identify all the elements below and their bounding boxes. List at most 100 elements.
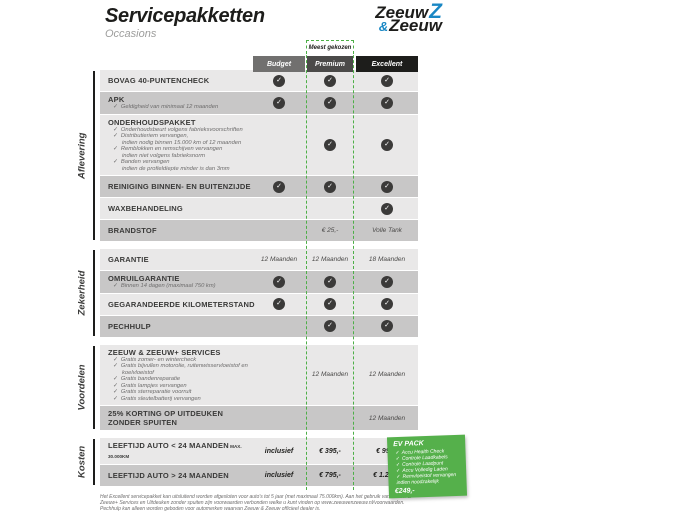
row-cell-premium: € 795,-: [307, 465, 353, 486]
row-cell-premium: ✓: [307, 115, 353, 176]
row-cell-premium: [307, 406, 353, 430]
row-subitem: ✓ Banden vervangen: [113, 159, 170, 165]
row-cell-budget: ✓: [253, 271, 305, 293]
subitem-check-glyph: ✓: [113, 126, 118, 133]
row-cell-excellent: ✓: [356, 70, 418, 91]
cell-value: € 795,-: [319, 472, 341, 479]
row-cell-budget: [253, 316, 305, 337]
cell-value: 12 Maanden: [311, 371, 349, 379]
cell-value: 12 Maanden: [311, 256, 349, 263]
row-cell-excellent: € 1.295,-: [356, 465, 418, 486]
check-icon: ✓: [324, 74, 336, 87]
logo-line-1: ZeeuwZ: [375, 0, 442, 23]
row-subitem: ✓ Gratis sterreparatie voorruit: [113, 389, 192, 395]
row-cell-budget: ✓: [253, 92, 305, 114]
row-cell-premium: 12 Maanden: [307, 345, 353, 406]
logo-ampersand: &: [378, 19, 389, 34]
check-icon: ✓: [381, 298, 393, 310]
check-icon: ✓: [273, 96, 285, 109]
row-cell-budget: [253, 220, 305, 241]
check-icon: ✓: [381, 202, 393, 215]
check-icon: ✓: [273, 275, 285, 288]
row-title: ONDERHOUDSPAKKET: [108, 117, 196, 127]
row-title: ZEEUW & ZEEUW+ SERVICES: [108, 347, 221, 357]
check-icon: ✓: [381, 180, 393, 193]
section-side-label: Kosten: [76, 445, 88, 479]
table-row: 25% KORTING OP UITDEUKEN ZONDER SPUITEN 1…: [100, 406, 418, 430]
section-bracket: [93, 439, 95, 485]
brand-logo: ZeeuwZ &Zeeuw: [330, 0, 442, 35]
row-cell-budget: [253, 198, 305, 219]
row-subitem: ✓ Geldigheid van minimaal 12 maanden: [113, 104, 219, 110]
check-icon: ✓: [324, 180, 336, 193]
row-title-suffix: MAX. 30.000KM: [108, 444, 242, 459]
row-subitem: koelvloeistof: [122, 369, 154, 376]
subitem-check-glyph: ✓: [113, 146, 118, 152]
row-title: BOVAG 40-PUNTENCHECK: [108, 76, 210, 85]
row-cell-premium: ✓: [307, 294, 353, 315]
row-title: OMRUILGARANTIE: [108, 274, 180, 283]
row-title: 25% KORTING OP UITDEUKEN ZONDER SPUITEN: [108, 409, 224, 427]
row-cell-premium: [307, 198, 353, 219]
row-title: APK: [108, 95, 125, 104]
column-header-excellent: Excellent: [356, 56, 418, 72]
row-title: LEEFTIJD AUTO < 24 MAANDEN MAX. 30.000KM: [108, 441, 242, 459]
table-body: Aflevering BOVAG 40-PUNTENCHECK ✓ ✓ ✓ APK ✓ Gel…: [77, 70, 418, 494]
row-cell-budget: inclusief: [253, 438, 305, 464]
subitem-check-glyph: ✓: [113, 133, 118, 139]
row-cell-excellent: ✓: [356, 316, 418, 337]
logo-line-2: &Zeeuw: [378, 16, 442, 35]
row-title: GARANTIE: [108, 255, 149, 264]
section-kosten: Kosten LEEFTIJD AUTO < 24 MAANDEN MAX. 30…: [77, 438, 418, 486]
subitem-check-glyph: ✓: [113, 395, 118, 402]
row-subitem: ✓ Onderhoudsbeurt volgens fabrieksvoorsch…: [113, 126, 243, 133]
row-label: PECHHULP: [100, 322, 256, 331]
check-icon: ✓: [273, 74, 285, 87]
subitem-check-glyph: ✓: [113, 389, 118, 395]
row-cell-premium: ✓: [307, 92, 353, 114]
section-bracket: [93, 345, 95, 429]
row-cell-budget: ✓: [253, 176, 305, 197]
subitem-check-glyph: ✓: [113, 283, 118, 289]
table-row: WAXBEHANDELING ✓: [100, 198, 418, 219]
row-title: GEGARANDEERDE KILOMETERSTAND: [108, 299, 255, 309]
row-label: 25% KORTING OP UITDEUKEN ZONDER SPUITEN: [100, 409, 256, 427]
check-icon: ✓: [324, 298, 336, 310]
row-label: OMRUILGARANTIE ✓ Binnen 14 dagen (maximaal…: [100, 274, 256, 290]
row-subitem: ✓ Gratis sleutelbatterij vervangen: [113, 395, 201, 402]
cell-value: inclusief: [264, 472, 294, 479]
row-title: WAXBEHANDELING: [108, 204, 183, 213]
ev-pack-items: ✓ Accu Health Check ✓ Controle Laadkabels ✓ C…: [393, 448, 461, 486]
table-row: BOVAG 40-PUNTENCHECK ✓ ✓ ✓: [100, 70, 418, 91]
row-label: WAXBEHANDELING: [100, 204, 256, 213]
row-title: LEEFTIJD AUTO > 24 MAANDEN: [108, 471, 229, 480]
section-zekerheid: Zekerheid GARANTIE 12 Maanden 12 Maanden 18 …: [77, 249, 418, 337]
row-label: GEGARANDEERDE KILOMETERSTAND: [100, 300, 256, 309]
page-subtitle: Occasions: [105, 28, 157, 40]
subitem-check-glyph: ✓: [113, 382, 118, 389]
row-cell-excellent: 18 Maanden: [356, 249, 418, 270]
row-cell-budget: [253, 115, 305, 176]
ev-pack-item: ✓ Remvloeistof vervangen indien noodzakel…: [396, 471, 457, 487]
cell-value: 18 Maanden: [368, 256, 406, 263]
row-label: BRANDSTOF: [100, 226, 256, 235]
subitem-check-glyph: ✓: [113, 159, 118, 165]
row-subitem: ✓ Binnen 14 dagen (maximaal 750 km): [113, 283, 216, 289]
table-row: OMRUILGARANTIE ✓ Binnen 14 dagen (maximaal…: [100, 271, 418, 293]
table-row: LEEFTIJD AUTO < 24 MAANDEN MAX. 30.000KM…: [100, 438, 418, 464]
check-icon: ✓: [381, 320, 393, 332]
row-label: BOVAG 40-PUNTENCHECK: [100, 76, 256, 85]
table-row: REINIGING BINNEN- EN BUITENZIJDE ✓ ✓ ✓: [100, 176, 418, 197]
check-icon: ✓: [324, 320, 336, 332]
row-cell-premium: ✓: [307, 70, 353, 91]
table-row: ONDERHOUDSPAKKET ✓ Onderhoudsbeurt volgens…: [100, 114, 418, 176]
section-side-label: Voordelen: [76, 364, 88, 411]
check-icon: ✓: [324, 96, 336, 109]
check-icon: ✓: [381, 74, 393, 87]
check-icon: ✓: [381, 138, 393, 151]
row-cell-excellent: ✓: [356, 271, 418, 293]
check-icon: ✓: [273, 180, 285, 193]
row-subitem: indien nodig binnen 15.000 km of 12 maan…: [122, 139, 242, 146]
cell-value: € 1.295,-: [373, 472, 401, 479]
row-title: BRANDSTOF: [108, 226, 157, 235]
